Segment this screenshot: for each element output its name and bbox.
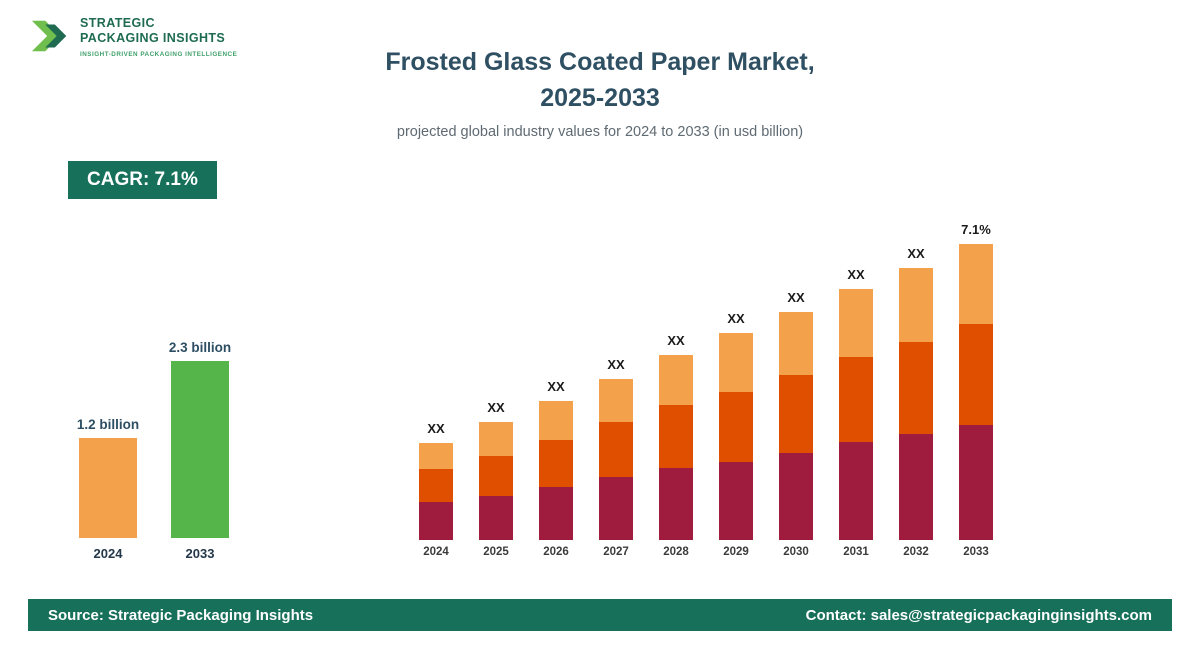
x-axis-year-label: 2029 [723,546,749,558]
segment-top [839,289,873,357]
segment-bottom [719,462,753,540]
brand-logo-text: STRATEGIC PACKAGING INSIGHTS INSIGHT-DRI… [80,14,237,58]
x-axis-year-label: 2032 [903,546,929,558]
segment-top [599,379,633,422]
summary-value-label: 2.3 billion [168,340,232,355]
stacked-bar-column: XX 2024 [418,421,454,558]
stacked-bar [419,443,453,540]
stacked-bar [659,355,693,540]
footer-bar: Source: Strategic Packaging Insights Con… [28,599,1172,631]
x-axis-year-label: 2024 [423,546,449,558]
stacked-bar-column: XX 2026 [538,379,574,558]
bar-value-label: XX [787,290,805,305]
summary-year-label: 2024 [93,546,123,561]
segment-top [419,443,453,469]
double-chevron-logo-icon [31,20,67,52]
brand-logo: STRATEGIC PACKAGING INSIGHTS INSIGHT-DRI… [30,14,237,58]
stacked-bar [539,401,573,540]
summary-chart-columns: 1.2 billion 2024 2.3 billion 2033 [76,340,232,561]
summary-bar [79,438,137,538]
stacked-bar [599,379,633,540]
brand-name-line2: PACKAGING INSIGHTS [80,31,226,45]
source-text: Source: Strategic Packaging Insights [48,606,314,624]
stacked-bar [899,268,933,540]
bar-value-label: XX [847,267,865,282]
bar-value-label: XX [727,311,745,326]
summary-year-label: 2033 [185,546,215,561]
cagr-badge: CAGR: 7.1% [68,161,217,199]
segment-middle [959,324,993,425]
segment-bottom [599,477,633,540]
stacked-bar-column: XX 2029 [718,311,754,558]
stacked-bar [959,244,993,540]
page-title-line1: Frosted Glass Coated Paper Market, [385,48,815,76]
x-axis-year-label: 2031 [843,546,869,558]
page-title-line2: 2025-2033 [540,84,660,112]
stacked-chart-columns: XX 2024 XX 2025 XX 2026 XX 2027 XX 2028 XX 2029 XX 20… [418,222,994,558]
stacked-bar-column: XX 2031 [838,267,874,558]
page-subtitle: projected global industry values for 202… [396,124,804,140]
summary-chart-column: 2.3 billion 2033 [168,340,232,561]
x-axis-year-label: 2033 [963,546,989,558]
segment-top [899,268,933,342]
stacked-bar-column: XX 2027 [598,357,634,558]
stacked-bar-column: XX 2030 [778,290,814,558]
summary-value-label: 1.2 billion [76,417,140,432]
stacked-bar [719,333,753,540]
segment-bottom [419,502,453,540]
bar-value-label: XX [427,421,445,436]
stacked-bar-column: XX 2025 [478,400,514,558]
segment-middle [839,357,873,442]
segment-middle [599,422,633,477]
x-axis-year-label: 2025 [483,546,509,558]
bar-value-label: XX [547,379,565,394]
segment-middle [659,405,693,468]
segment-top [719,333,753,392]
stacked-bar [839,289,873,540]
stacked-bar [479,422,513,540]
segment-middle [899,342,933,434]
contact-text: Contact: sales@strategicpackaginginsight… [805,606,1152,624]
segment-bottom [479,496,513,540]
segment-bottom [899,434,933,540]
summary-chart-column: 1.2 billion 2024 [76,417,140,561]
segment-middle [479,456,513,496]
brand-tagline: INSIGHT-DRIVEN PACKAGING INTELLIGENCE [80,51,238,58]
bar-value-label: XX [907,246,925,261]
segment-middle [539,440,573,487]
segment-bottom [539,487,573,540]
bar-value-label: 7.1% [961,222,991,237]
stacked-bar-column: XX 2028 [658,333,694,558]
segment-bottom [839,442,873,540]
segment-bottom [779,453,813,540]
brand-name-line1: STRATEGIC [80,16,155,30]
x-axis-year-label: 2030 [783,546,809,558]
x-axis-year-label: 2027 [603,546,629,558]
segment-middle [419,469,453,502]
segment-top [659,355,693,405]
stacked-bar [779,312,813,540]
stacked-bar-column: XX 2032 [898,246,934,558]
segment-top [959,244,993,324]
stacked-bar-column: 7.1% 2033 [958,222,994,558]
chart-header: Frosted Glass Coated Paper Market, 2025-… [0,44,1200,140]
bar-value-label: XX [487,400,505,415]
bar-value-label: XX [667,333,685,348]
summary-bar [171,361,229,538]
bar-value-label: XX [607,357,625,372]
segment-top [779,312,813,375]
x-axis-year-label: 2026 [543,546,569,558]
segment-bottom [659,468,693,540]
x-axis-year-label: 2028 [663,546,689,558]
segment-middle [779,375,813,453]
segment-top [479,422,513,456]
segment-bottom [959,425,993,540]
segment-top [539,401,573,440]
segment-middle [719,392,753,462]
